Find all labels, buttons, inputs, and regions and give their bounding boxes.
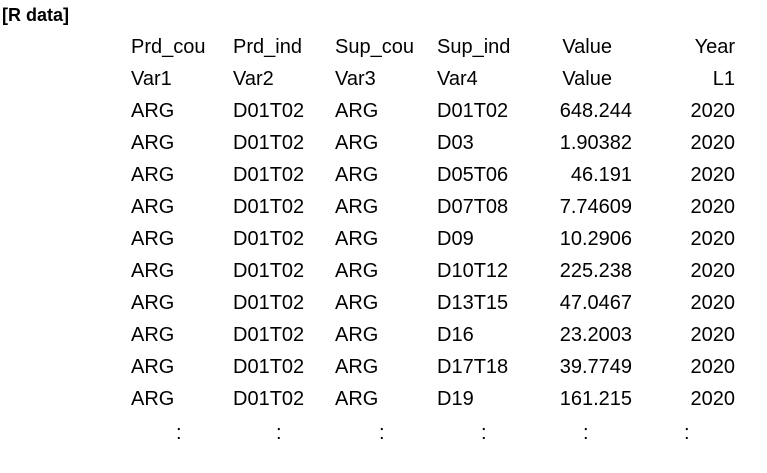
- continuation-mark: :: [583, 422, 589, 444]
- cell-value: 39.7749: [559, 356, 632, 378]
- cell-sup-ind: D01T02: [437, 100, 509, 122]
- cell-sup-ind: D05T06: [437, 164, 509, 186]
- header-sup-ind: Sup_ind: [437, 36, 511, 58]
- cell-year: 2020: [690, 292, 736, 314]
- continuation-mark: :: [481, 422, 487, 444]
- cell-sup-cou: ARG: [335, 292, 379, 314]
- cell-prd-cou: ARG: [131, 356, 175, 378]
- cell-sup-ind: D07T08: [437, 196, 509, 218]
- cell-sup-cou: ARG: [335, 260, 379, 282]
- cell-year: 2020: [690, 356, 736, 378]
- table-row: ARG D01T02 ARG D17T18 39.7749 2020: [0, 351, 767, 383]
- cell-value: 47.0467: [559, 292, 632, 314]
- table-row: ARG D01T02 ARG D10T12 225.238 2020: [0, 255, 767, 287]
- cell-sup-cou: ARG: [335, 228, 379, 250]
- cell-year: 2020: [690, 228, 736, 250]
- cell-prd-ind: D01T02: [233, 164, 305, 186]
- header-prd-cou: Prd_cou: [131, 36, 206, 58]
- cell-prd-ind: D01T02: [233, 388, 305, 410]
- cell-prd-ind: D01T02: [233, 356, 305, 378]
- cell-sup-ind: D16: [437, 324, 474, 346]
- continuation-mark: :: [276, 422, 282, 444]
- cell-year: 2020: [690, 324, 736, 346]
- cell-sup-ind: D09: [437, 228, 474, 250]
- cell-value: 648.244: [559, 100, 632, 122]
- cell-sup-cou: ARG: [335, 132, 379, 154]
- cell-sup-cou: ARG: [335, 388, 379, 410]
- data-title: [R data]: [2, 5, 69, 25]
- header-l1: L1: [712, 68, 735, 90]
- table-row: ARG D01T02 ARG D03 1.90382 2020: [0, 127, 767, 159]
- cell-sup-ind: D03: [437, 132, 474, 154]
- cell-sup-ind: D17T18: [437, 356, 509, 378]
- cell-value: 10.2906: [559, 228, 632, 250]
- cell-sup-ind: D10T12: [437, 260, 509, 282]
- header-row-vars: Var1 Var2 Var3 Var4 Value L1: [0, 63, 767, 95]
- header-var1: Var1: [131, 68, 172, 90]
- table-row: ARG D01T02 ARG D07T08 7.74609 2020: [0, 191, 767, 223]
- cell-year: 2020: [690, 388, 736, 410]
- cell-prd-ind: D01T02: [233, 100, 305, 122]
- cell-prd-ind: D01T02: [233, 132, 305, 154]
- header-value-var: Value: [562, 68, 612, 90]
- cell-year: 2020: [690, 196, 736, 218]
- cell-value: 7.74609: [559, 196, 632, 218]
- header-prd-ind: Prd_ind: [233, 36, 302, 58]
- cell-prd-cou: ARG: [131, 388, 175, 410]
- cell-year: 2020: [690, 100, 736, 122]
- header-var3: Var3: [335, 68, 376, 90]
- cell-sup-ind: D19: [437, 388, 474, 410]
- cell-sup-cou: ARG: [335, 324, 379, 346]
- table-row: ARG D01T02 ARG D19 161.215 2020: [0, 383, 767, 415]
- cell-sup-cou: ARG: [335, 356, 379, 378]
- cell-prd-cou: ARG: [131, 260, 175, 282]
- cell-prd-cou: ARG: [131, 196, 175, 218]
- table-row: ARG D01T02 ARG D13T15 47.0467 2020: [0, 287, 767, 319]
- header-var2: Var2: [233, 68, 274, 90]
- cell-prd-ind: D01T02: [233, 228, 305, 250]
- table-row: ARG D01T02 ARG D01T02 648.244 2020: [0, 95, 767, 127]
- cell-value: 225.238: [559, 260, 632, 282]
- cell-prd-ind: D01T02: [233, 292, 305, 314]
- cell-value: 46.191: [570, 164, 632, 186]
- cell-value: 23.2003: [559, 324, 632, 346]
- cell-value: 1.90382: [559, 132, 632, 154]
- cell-prd-cou: ARG: [131, 292, 175, 314]
- continuation-mark: :: [176, 422, 182, 444]
- cell-prd-cou: ARG: [131, 132, 175, 154]
- continuation-mark: :: [684, 422, 690, 444]
- cell-sup-cou: ARG: [335, 196, 379, 218]
- header-sup-cou: Sup_cou: [335, 36, 414, 58]
- table-row: ARG D01T02 ARG D05T06 46.191 2020: [0, 159, 767, 191]
- continuation-mark: :: [379, 422, 385, 444]
- cell-prd-ind: D01T02: [233, 260, 305, 282]
- cell-year: 2020: [690, 260, 736, 282]
- cell-prd-cou: ARG: [131, 164, 175, 186]
- header-value: Value: [562, 36, 612, 58]
- table-row: ARG D01T02 ARG D16 23.2003 2020: [0, 319, 767, 351]
- cell-prd-cou: ARG: [131, 100, 175, 122]
- header-year: Year: [694, 36, 735, 58]
- cell-value: 161.215: [559, 388, 632, 410]
- cell-year: 2020: [690, 132, 736, 154]
- cell-prd-ind: D01T02: [233, 324, 305, 346]
- table-row: ARG D01T02 ARG D09 10.2906 2020: [0, 223, 767, 255]
- cell-year: 2020: [690, 164, 736, 186]
- cell-sup-ind: D13T15: [437, 292, 509, 314]
- cell-prd-cou: ARG: [131, 324, 175, 346]
- cell-sup-cou: ARG: [335, 100, 379, 122]
- cell-prd-ind: D01T02: [233, 196, 305, 218]
- header-var4: Var4: [437, 68, 478, 90]
- continuation-row: : : : : : :: [0, 417, 767, 449]
- cell-sup-cou: ARG: [335, 164, 379, 186]
- cell-prd-cou: ARG: [131, 228, 175, 250]
- header-row-names: Prd_cou Prd_ind Sup_cou Sup_ind Value Ye…: [0, 31, 767, 63]
